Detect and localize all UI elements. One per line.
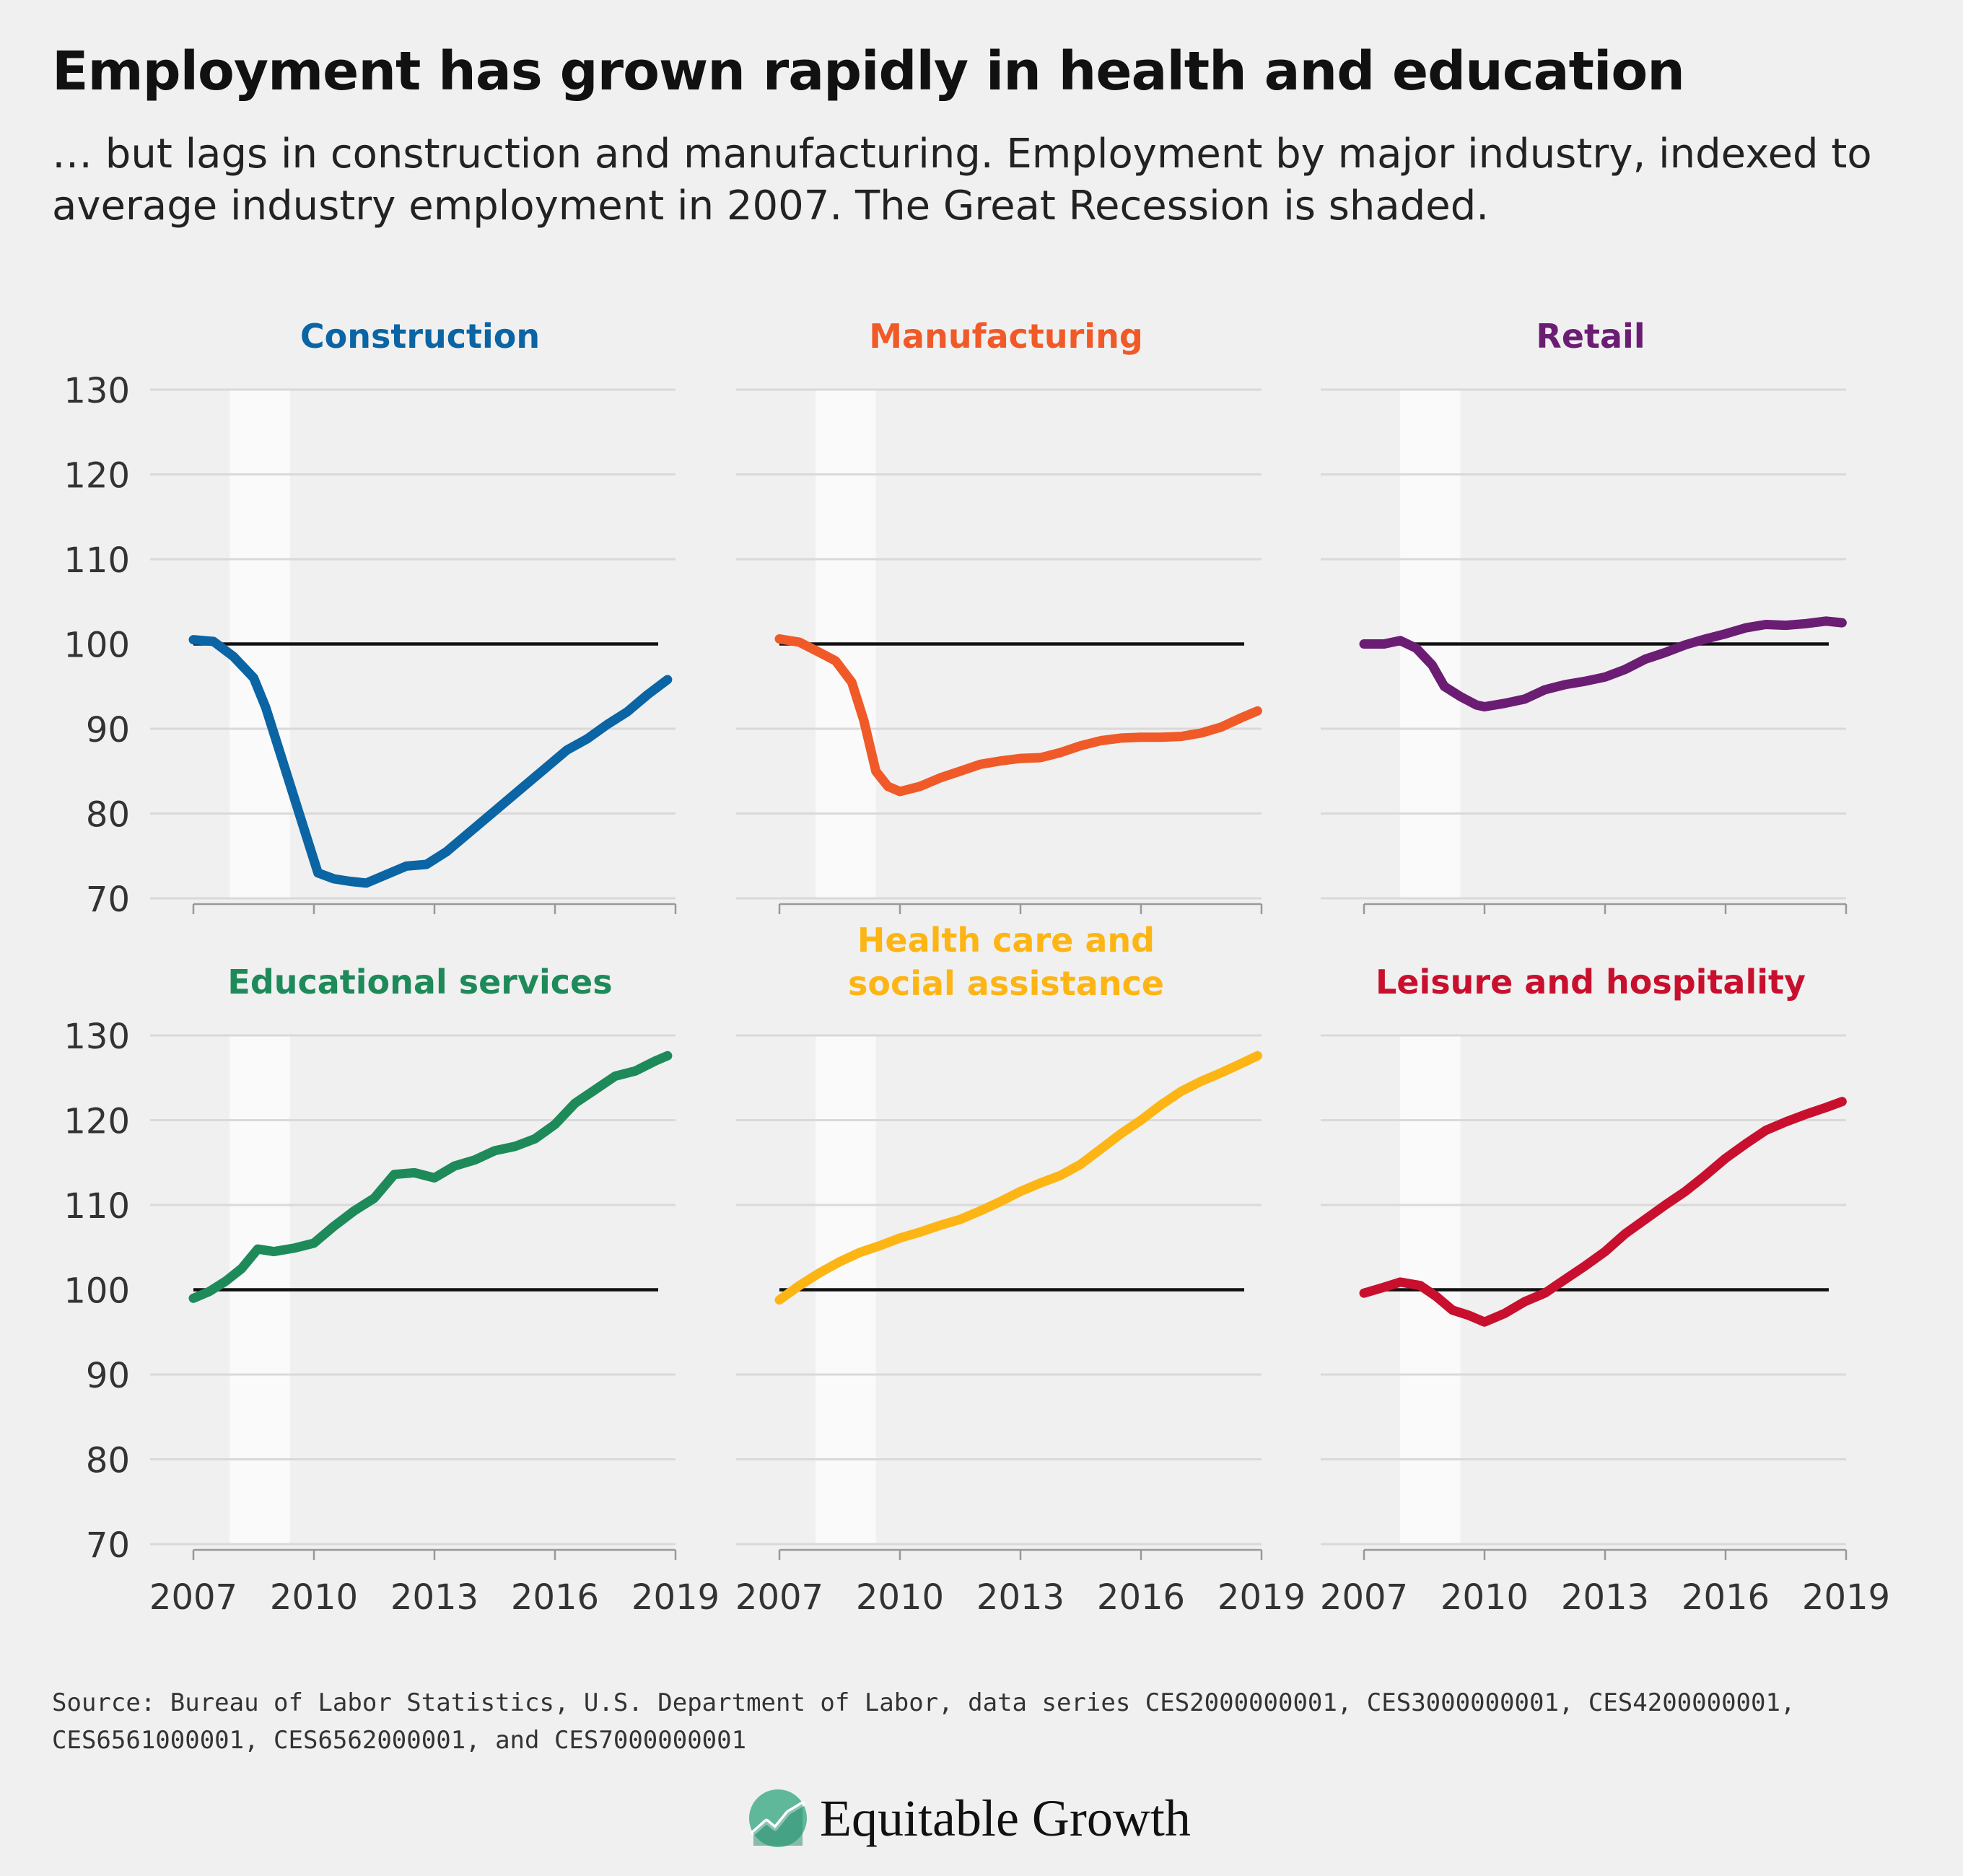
series-line <box>188 635 673 888</box>
y-tick-label: 70 <box>86 880 130 920</box>
y-tick-label: 70 <box>86 1525 130 1566</box>
y-tick-label: 100 <box>64 626 130 666</box>
x-tick-label: 2016 <box>1682 1577 1770 1618</box>
panel-title: Manufacturing <box>869 317 1143 356</box>
y-tick-label: 100 <box>64 1271 130 1312</box>
y-tick-label: 120 <box>64 1102 130 1142</box>
x-tick-label: 2010 <box>856 1577 944 1618</box>
y-tick-label: 120 <box>64 456 130 496</box>
series-line <box>774 1051 1262 1305</box>
panel-title: Construction <box>300 317 540 356</box>
series-line <box>774 634 1262 797</box>
x-tick-label: 2019 <box>1802 1577 1890 1618</box>
panel-title: Leisure and hospitality <box>1376 963 1806 1001</box>
x-tick-label: 2007 <box>149 1577 237 1618</box>
y-tick-label: 90 <box>86 710 130 750</box>
page-title: Employment has grown rapidly in health a… <box>52 40 1685 102</box>
y-tick-label: 130 <box>64 371 130 411</box>
panel-title: Health care and <box>857 921 1155 960</box>
series-line <box>188 1051 673 1303</box>
x-tick-label: 2013 <box>976 1577 1064 1618</box>
panel-title: Educational services <box>227 963 612 1001</box>
x-tick-label: 2007 <box>1320 1577 1408 1618</box>
x-tick-label: 2007 <box>735 1577 823 1618</box>
y-tick-label: 130 <box>64 1017 130 1057</box>
logo-wordmark: Equitable Growth <box>820 1789 1191 1847</box>
panel-title: social assistance <box>848 964 1164 1003</box>
x-tick-label: 2019 <box>631 1577 720 1618</box>
y-tick-label: 80 <box>86 1441 130 1481</box>
x-tick-label: 2013 <box>390 1577 478 1618</box>
brand-logo: Equitable Growth <box>748 1788 1191 1849</box>
chart-subtitle: … but lags in construction and manufactu… <box>52 131 1872 229</box>
growth-chart-icon <box>749 1789 807 1847</box>
small-multiples-chart: 70 80 90 100 110 120 130 Construction Manufactur… <box>64 317 1890 1618</box>
x-tick-label: 2016 <box>511 1577 599 1618</box>
y-tick-label: 110 <box>64 540 130 581</box>
x-tick-label: 2010 <box>1440 1577 1529 1618</box>
series-line <box>1359 1097 1847 1327</box>
y-tick-label: 80 <box>86 795 130 836</box>
x-tick-label: 2019 <box>1217 1577 1306 1618</box>
source-note: Source: Bureau of Labor Statistics, U.S.… <box>52 1688 1796 1755</box>
x-tick-label: 2016 <box>1097 1577 1185 1618</box>
series-line <box>1359 616 1847 711</box>
y-tick-label: 110 <box>64 1186 130 1227</box>
panel-title: Retail <box>1536 317 1645 356</box>
y-tick-label: 90 <box>86 1356 130 1396</box>
x-tick-label: 2013 <box>1561 1577 1649 1618</box>
x-tick-label: 2010 <box>270 1577 358 1618</box>
